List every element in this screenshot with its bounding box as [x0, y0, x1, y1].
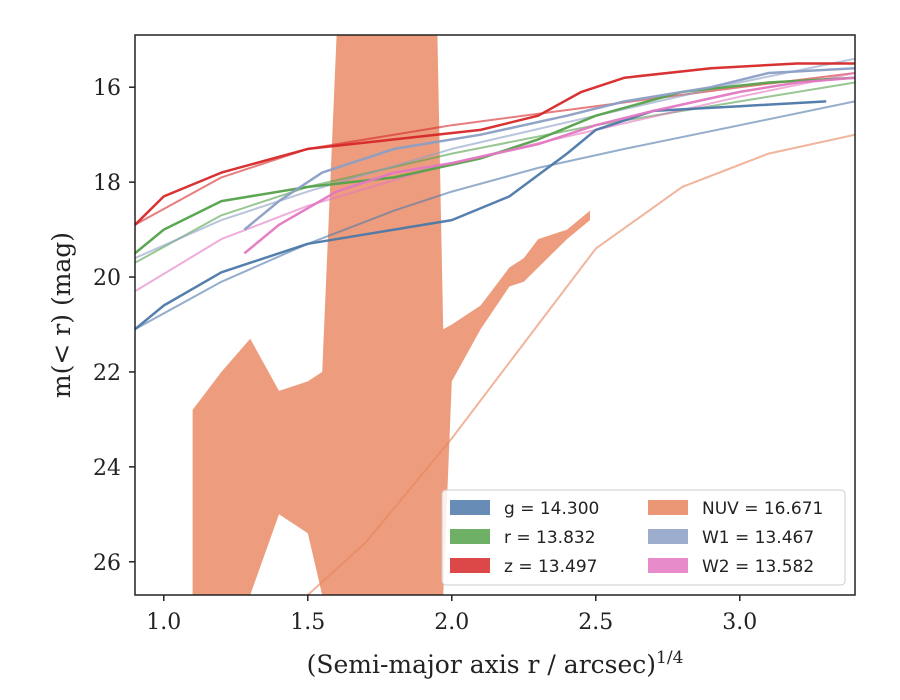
x-axis: 1.0 1.5 2.0 2.5 3.0 — [146, 595, 757, 635]
y-tick-label: 26 — [93, 551, 121, 576]
y-axis-title: m(< r) (mag) — [47, 232, 76, 398]
y-tick-label: 18 — [93, 171, 121, 196]
plot-frame — [134, 34, 856, 596]
fit-curve-r — [135, 81, 855, 264]
y-tick-label: 16 — [93, 76, 121, 101]
fit-curve-z — [135, 72, 855, 226]
band-nuv — [192, 35, 590, 595]
x-tick-label: 2.0 — [434, 610, 469, 635]
legend: g = 14.300 r = 13.832 z = 13.497 NUV = 16.6… — [441, 489, 846, 586]
legend-swatch-r — [450, 529, 490, 544]
y-tick-label: 24 — [93, 456, 121, 481]
fit-curves — [135, 57, 855, 595]
profile-curve-g — [135, 100, 827, 331]
profile-curve-z — [135, 62, 855, 226]
x-tick-label: 1.0 — [146, 610, 181, 635]
legend-label-nuv: NUV = 16.671 — [702, 499, 823, 519]
x-tick-label: 3.0 — [722, 610, 757, 635]
x-axis-title: (Semi-major axis r / arcsec)1/4 — [307, 648, 684, 679]
fit-curve-w1 — [135, 57, 855, 260]
legend-label-w1: W1 = 13.467 — [702, 528, 814, 548]
profile-curve-w2 — [243, 76, 855, 255]
legend-swatch-nuv — [648, 500, 688, 515]
x-tick-label: 1.5 — [290, 610, 325, 635]
uncertainty-bands — [192, 35, 590, 595]
legend-frame — [441, 489, 846, 586]
legend-swatch-z — [450, 558, 490, 573]
y-axis: 16 18 20 22 24 26 — [93, 76, 135, 576]
x-axis-title-exponent: 1/4 — [656, 648, 683, 668]
y-tick-label: 20 — [93, 266, 121, 291]
legend-swatch-w2 — [648, 558, 688, 573]
legend-label-r: r = 13.832 — [504, 528, 596, 548]
legend-label-z: z = 13.497 — [504, 557, 597, 577]
x-tick-label: 2.5 — [578, 610, 613, 635]
fit-curve-nuv — [307, 133, 855, 595]
profile-curve-w1 — [243, 66, 855, 231]
fit-curve-g — [135, 100, 855, 331]
y-tick-label: 22 — [93, 361, 121, 386]
legend-swatch-w1 — [648, 529, 688, 544]
profile-curve-r — [135, 76, 855, 255]
legend-label-g: g = 14.300 — [504, 499, 599, 519]
profile-curves — [135, 62, 855, 331]
legend-label-w2: W2 = 13.582 — [702, 557, 814, 577]
legend-swatch-g — [450, 500, 490, 515]
